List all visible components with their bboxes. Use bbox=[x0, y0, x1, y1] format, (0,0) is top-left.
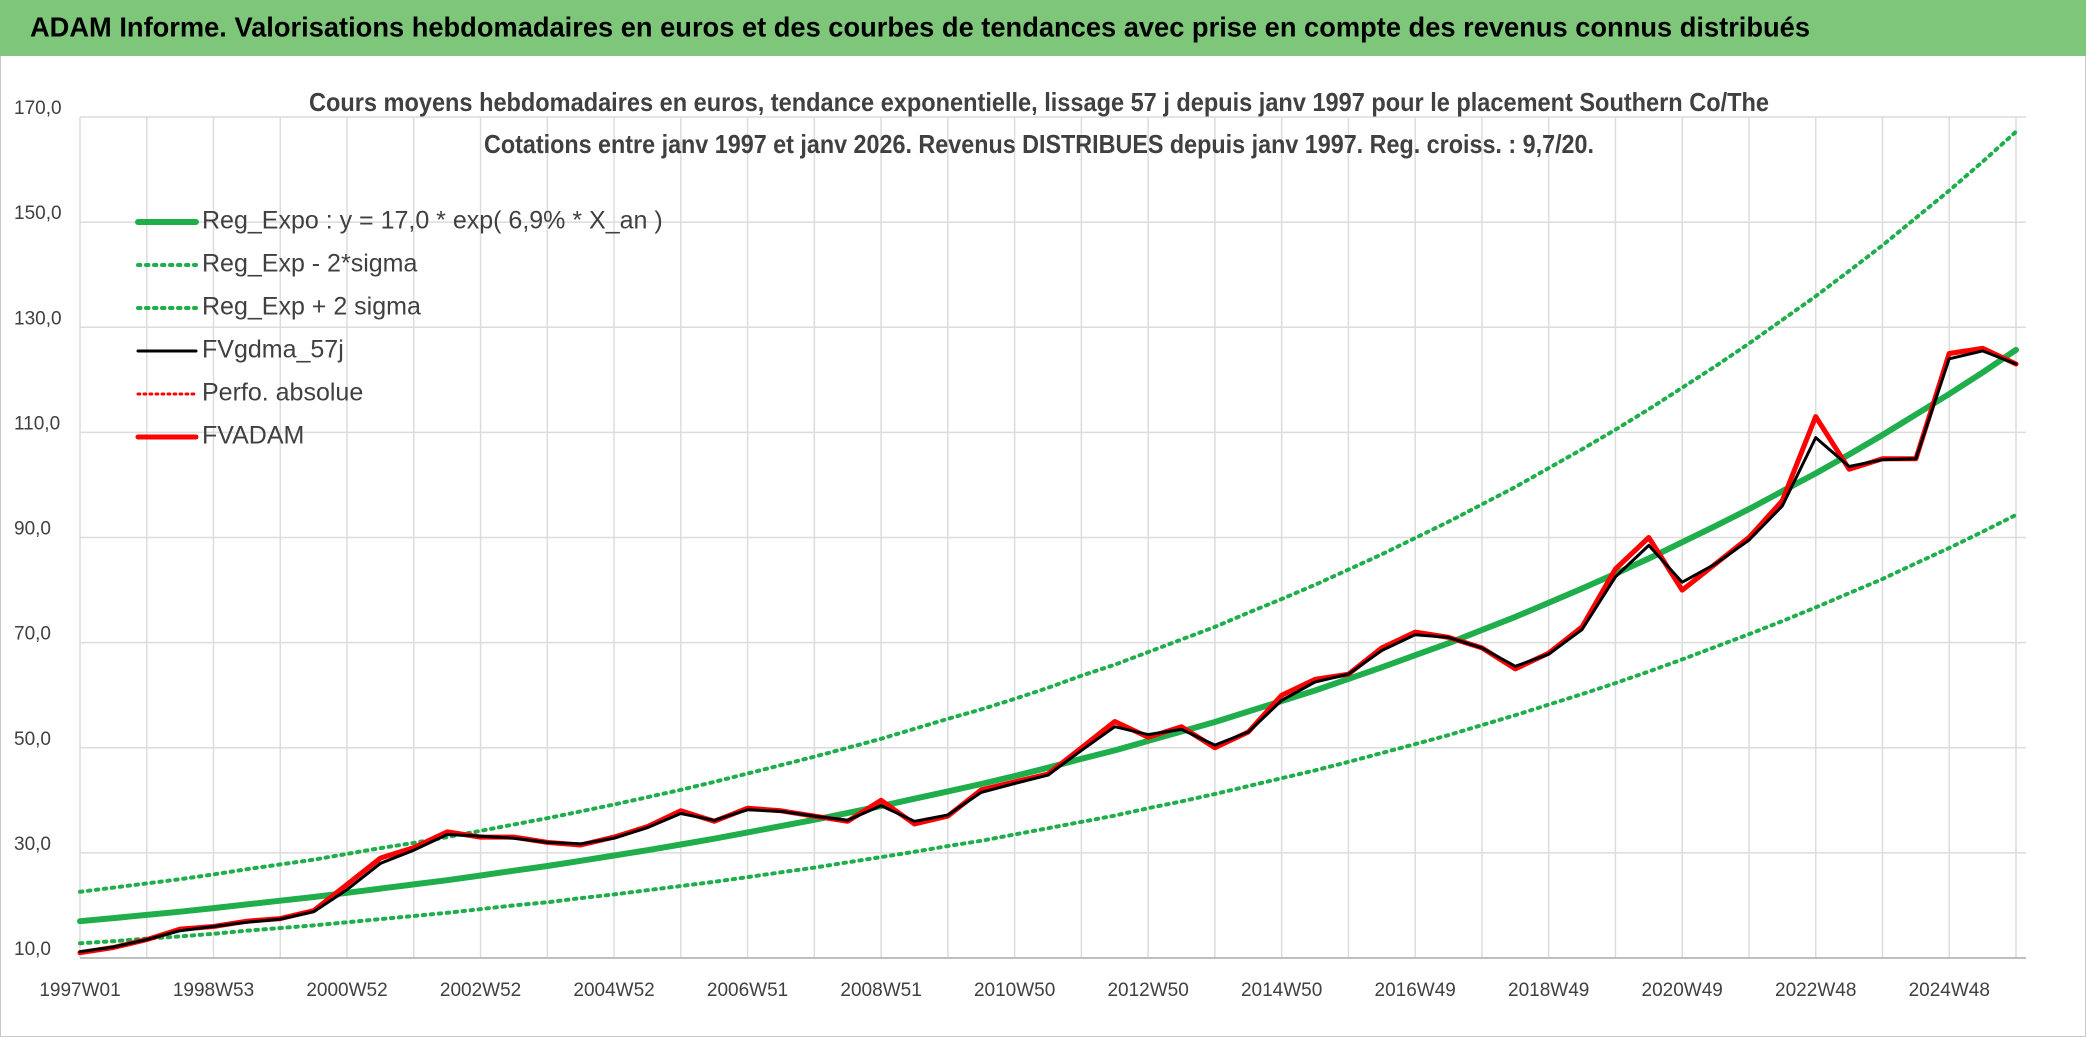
y-tick-label: 110,0 bbox=[14, 413, 60, 434]
x-tick-label: 2024W48 bbox=[1909, 980, 1990, 1001]
legend-label: Perfo. absolue bbox=[202, 379, 363, 407]
x-tick-label: 2014W50 bbox=[1241, 980, 1322, 1001]
x-tick-label: 2016W49 bbox=[1375, 980, 1456, 1001]
legend-label: FVgdma_57j bbox=[202, 336, 344, 364]
x-tick-label: 2012W50 bbox=[1107, 980, 1188, 1001]
x-tick-label: 2008W51 bbox=[840, 980, 921, 1001]
legend-label: FVADAM bbox=[202, 422, 304, 450]
x-tick-label: 1998W53 bbox=[173, 980, 254, 1001]
y-tick-label: 70,0 bbox=[14, 624, 51, 645]
y-tick-label: 10,0 bbox=[14, 939, 51, 960]
legend-label: Reg_Exp - 2*sigma bbox=[202, 250, 417, 278]
chart-title: Cours moyens hebdomadaires en euros, ten… bbox=[309, 87, 1769, 117]
x-tick-label: 2020W49 bbox=[1642, 980, 1723, 1001]
series-line bbox=[78, 512, 2018, 946]
x-tick-label: 2004W52 bbox=[573, 980, 654, 1001]
header-bar bbox=[0, 0, 2086, 56]
x-tick-label: 2022W48 bbox=[1775, 980, 1856, 1001]
x-tick-label: 2002W52 bbox=[440, 980, 521, 1001]
x-tick-label: 2018W49 bbox=[1508, 980, 1589, 1001]
series-line bbox=[77, 346, 2019, 925]
y-tick-label: 30,0 bbox=[14, 834, 51, 855]
series-line bbox=[78, 129, 2018, 894]
x-tick-label: 1997W01 bbox=[39, 980, 120, 1001]
y-tick-label: 170,0 bbox=[14, 98, 62, 119]
y-tick-label: 130,0 bbox=[14, 308, 62, 329]
legend-label: Reg_Expo : y = 17,0 * exp( 6,9% * X_an ) bbox=[202, 207, 663, 235]
series-line bbox=[78, 349, 2018, 954]
y-tick-label: 50,0 bbox=[14, 729, 51, 750]
x-tick-label: 2000W52 bbox=[306, 980, 387, 1001]
legend-label: Reg_Exp + 2 sigma bbox=[202, 293, 421, 321]
x-tick-label: 2010W50 bbox=[974, 980, 1055, 1001]
chart-subtitle: Cotations entre janv 1997 et janv 2026. … bbox=[484, 129, 1594, 159]
y-tick-label: 150,0 bbox=[14, 203, 62, 224]
y-tick-label: 90,0 bbox=[14, 519, 51, 540]
header-title: ADAM Informe. Valorisations hebdomadaire… bbox=[30, 11, 1810, 42]
x-tick-label: 2006W51 bbox=[707, 980, 788, 1001]
